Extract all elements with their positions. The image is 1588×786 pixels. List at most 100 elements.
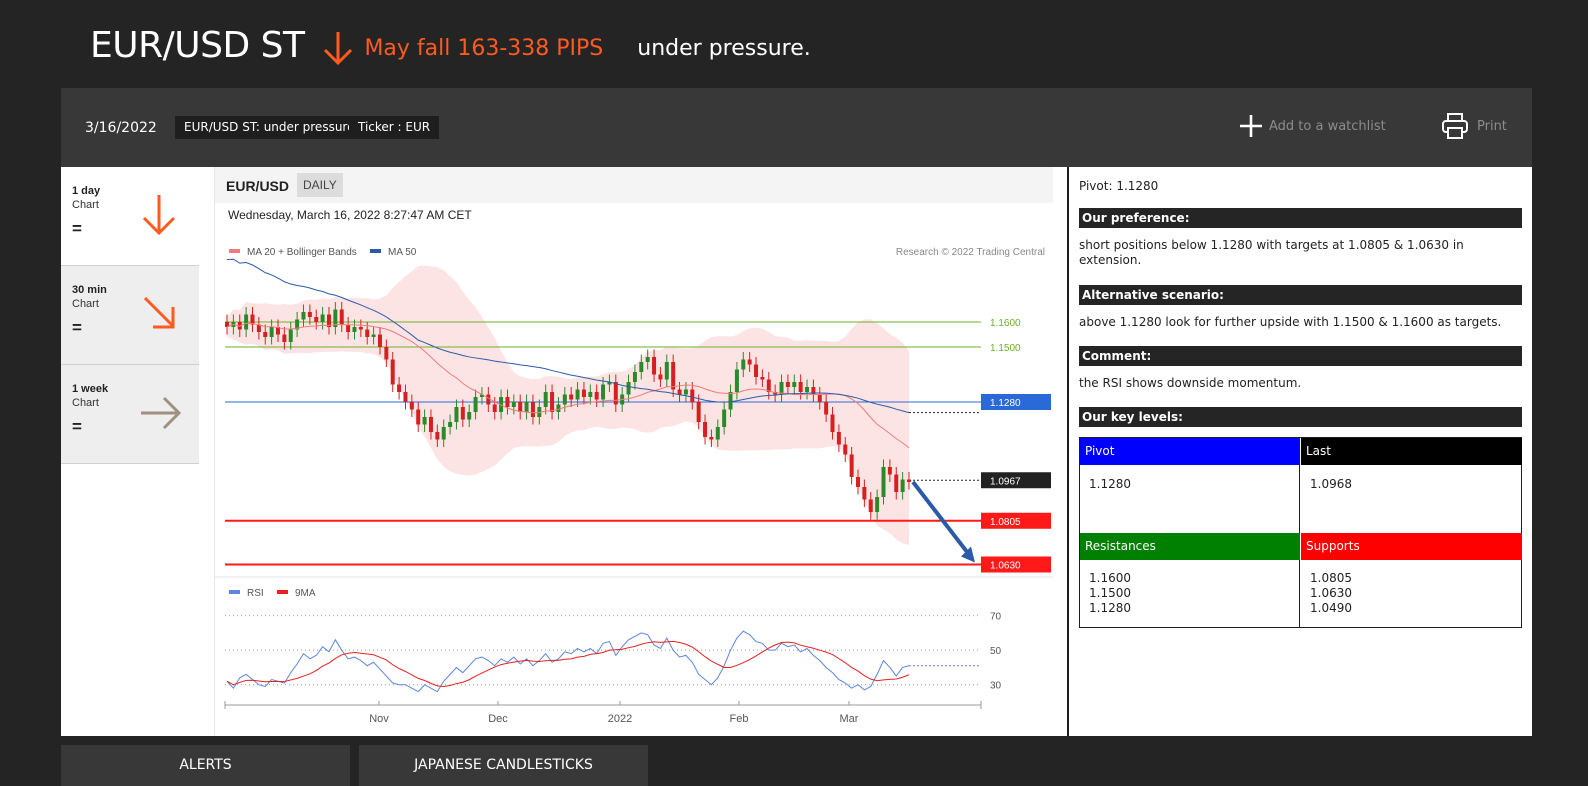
- last-header: Last: [1301, 438, 1522, 465]
- candle-body: [734, 369, 739, 392]
- candle-body: [894, 474, 899, 492]
- candle-body: [454, 407, 459, 422]
- candle-body: [824, 402, 829, 415]
- period-1day[interactable]: 1 day Chart =: [61, 167, 199, 266]
- chart-period-badge[interactable]: DAILY: [297, 173, 343, 197]
- candle-body: [805, 387, 810, 392]
- comment-text: the RSI shows downside momentum.: [1079, 376, 1302, 390]
- period-eq: =: [72, 318, 82, 337]
- candle-body: [269, 327, 274, 337]
- candle-body: [741, 359, 746, 370]
- period-eq: =: [72, 219, 82, 238]
- period-1week[interactable]: 1 week Chart =: [61, 365, 199, 464]
- candle-body: [384, 347, 389, 360]
- page-title: EUR/USD ST: [90, 24, 305, 66]
- candle-body: [849, 454, 854, 477]
- candle-body: [652, 357, 657, 375]
- level-badge-label: 1.0630: [990, 561, 1021, 572]
- tab-japanese-candlesticks[interactable]: JAPANESE CANDLESTICKS: [359, 745, 648, 786]
- candle-body: [817, 394, 822, 402]
- candle-body: [836, 432, 841, 445]
- copyright-text: Research © 2022 Trading Central: [896, 247, 1045, 258]
- candle-body: [314, 317, 319, 322]
- level-label: 1.1600: [990, 318, 1021, 329]
- candle-body: [282, 334, 287, 342]
- level-badge-tip: [981, 512, 987, 529]
- alternative-text: above 1.1280 look for further upside wit…: [1079, 315, 1502, 329]
- watchlist-label: Add to a watchlist: [1269, 118, 1386, 134]
- period-30min[interactable]: 30 min Chart =: [61, 266, 199, 365]
- candle-body: [703, 422, 708, 437]
- candle-body: [760, 377, 765, 380]
- print-button[interactable]: Print: [1441, 112, 1507, 140]
- candle-body: [601, 384, 606, 400]
- 9ma-legend-swatch: [277, 590, 288, 594]
- candle-body: [811, 387, 816, 395]
- printer-icon: [1442, 113, 1468, 139]
- candle-body: [390, 359, 395, 385]
- period-sub: Chart: [72, 199, 99, 211]
- period-sub: Chart: [72, 298, 99, 310]
- x-axis-label: Nov: [369, 713, 389, 725]
- candle-body: [486, 394, 491, 405]
- candle-body: [409, 402, 414, 410]
- candle-body: [613, 382, 618, 405]
- candle-body: [524, 402, 529, 412]
- candle-body: [792, 382, 797, 387]
- level-badge-label: 1.1280: [990, 398, 1021, 409]
- level-badge: [981, 556, 1051, 573]
- candle-body: [785, 382, 790, 387]
- content-area: 1 day Chart = 30 min Chart = 1 week Char…: [61, 167, 1532, 736]
- level-badge-label: 1.0805: [990, 517, 1021, 528]
- period-name: 1 day: [72, 185, 101, 197]
- title-tag: EUR/USD ST: under pressure.: [175, 116, 368, 139]
- candle-body: [856, 477, 861, 487]
- plus-icon: [1240, 115, 1262, 137]
- candle-body: [333, 309, 338, 327]
- tab-alerts[interactable]: ALERTS: [61, 745, 350, 786]
- ma20-line: [226, 322, 910, 449]
- candle-body: [422, 417, 427, 425]
- candle-body: [435, 432, 440, 440]
- candle-body: [696, 402, 701, 422]
- pivot-value: 1.1280: [1080, 465, 1300, 533]
- candle-body: [256, 324, 261, 332]
- chart-datetime: Wednesday, March 16, 2022 8:27:47 AM CET: [228, 208, 472, 222]
- rsi-9ma-line: [226, 640, 910, 687]
- title-row: EUR/USD ST May fall 163-338 PIPS under p…: [90, 20, 811, 70]
- add-watchlist-button[interactable]: Add to a watchlist: [1239, 114, 1386, 138]
- chart-area[interactable]: EUR/USD DAILY Wednesday, March 16, 2022 …: [214, 167, 1054, 736]
- candle-body: [632, 372, 637, 382]
- candle-body: [352, 327, 357, 332]
- candle-body: [575, 389, 580, 400]
- candle-body: [543, 392, 548, 407]
- candle-body: [550, 392, 555, 412]
- analysis-panel: Pivot: 1.1280 Our preference: short posi…: [1079, 167, 1523, 736]
- rsi-level-label: 70: [990, 612, 1002, 623]
- candle-body: [645, 357, 650, 362]
- candle-body: [225, 322, 229, 327]
- level-badge: [981, 394, 1051, 410]
- candle-body: [569, 394, 574, 400]
- x-axis-label: 2022: [608, 713, 632, 725]
- rsi-legend-label: RSI: [247, 588, 264, 599]
- 9ma-legend-label: 9MA: [295, 588, 316, 599]
- candle-body: [301, 312, 306, 320]
- candle-body: [339, 309, 344, 325]
- candle-body: [862, 487, 867, 500]
- candle-body: [492, 404, 497, 412]
- candle-body: [588, 392, 593, 397]
- candle-body: [581, 389, 586, 397]
- candle-body: [250, 314, 255, 325]
- ma50-legend-label: MA 50: [388, 247, 417, 258]
- level-badge: [981, 472, 1051, 489]
- period-name: 30 min: [72, 284, 107, 296]
- candle-body: [460, 407, 465, 420]
- candle-body: [346, 324, 351, 332]
- candle-body: [709, 437, 714, 440]
- candle-body: [664, 362, 669, 380]
- price-chart[interactable]: MA 20 + Bollinger Bands MA 50 Research ©…: [215, 167, 1055, 736]
- resistances-header: Resistances: [1080, 533, 1300, 560]
- candle-body: [754, 364, 759, 377]
- bollinger-band: [227, 265, 909, 546]
